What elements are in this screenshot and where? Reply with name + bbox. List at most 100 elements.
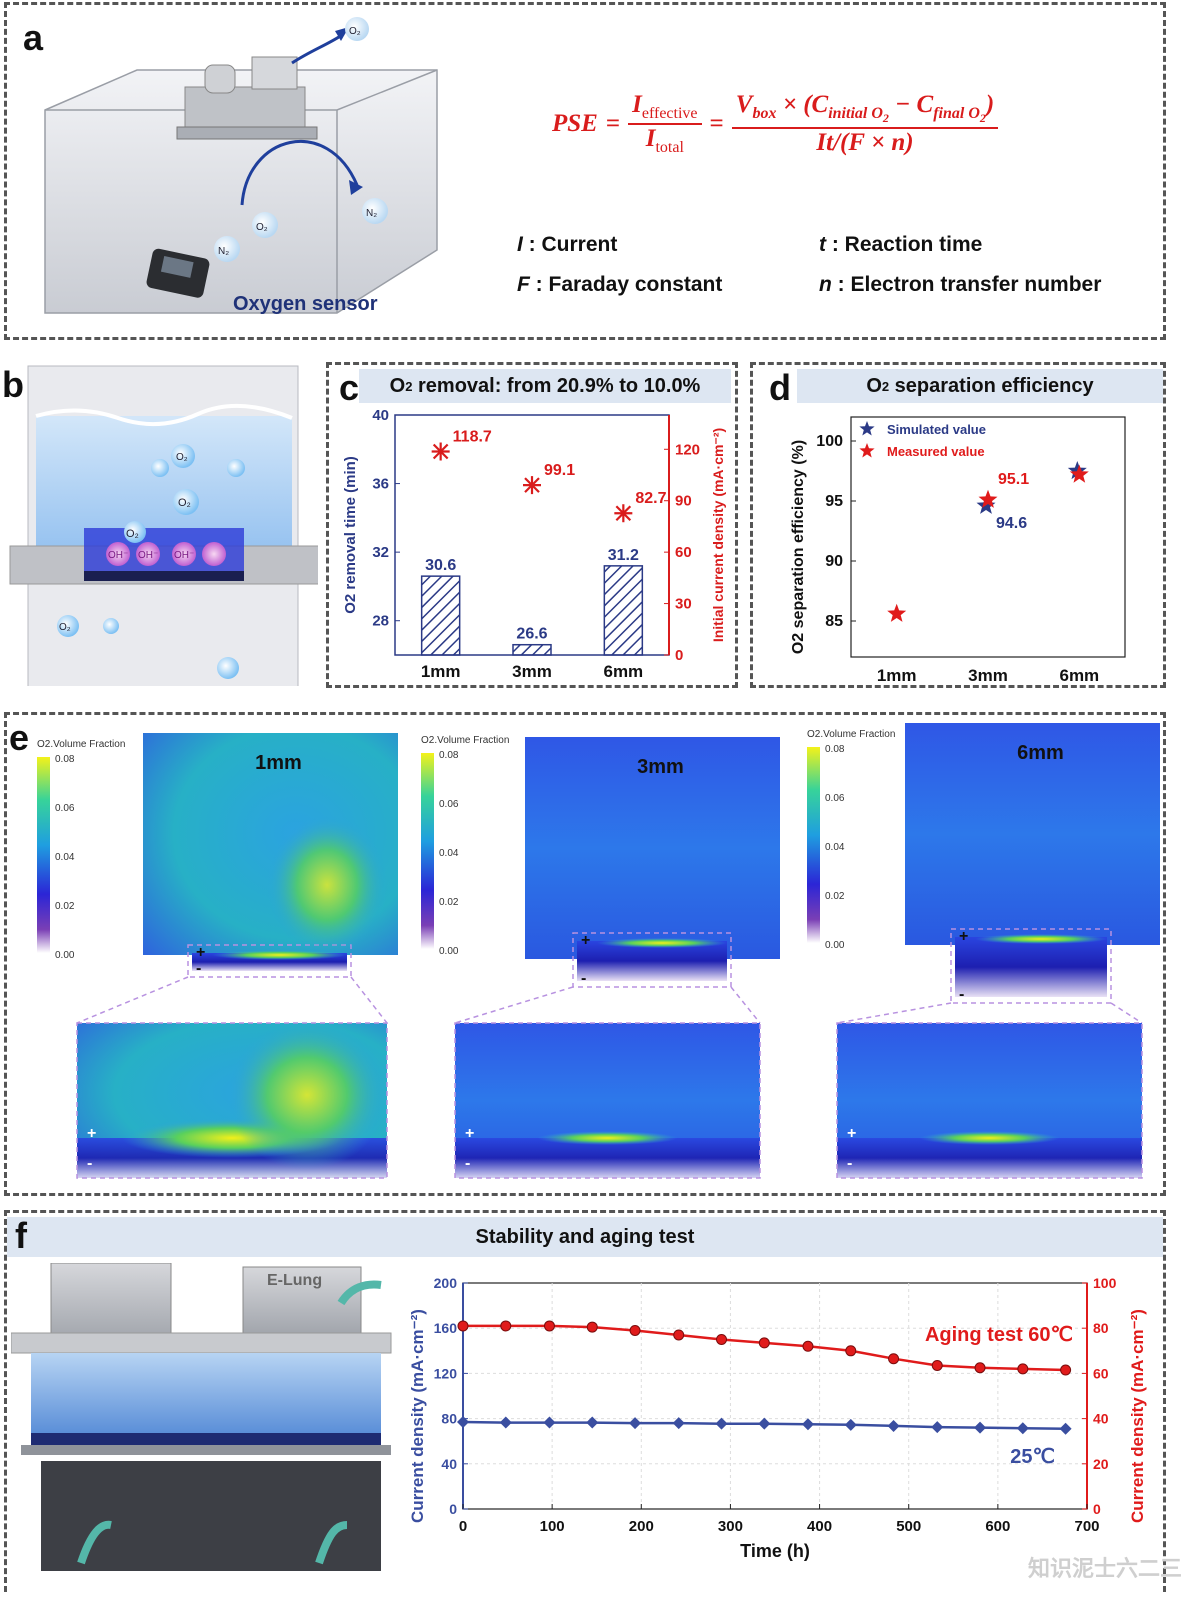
aging-60c-point — [758, 1337, 770, 1349]
x-tick-label: 200 — [629, 1518, 654, 1535]
y-tick-label: 36 — [372, 476, 389, 493]
zoom-minus: - — [87, 1155, 92, 1172]
y-tick-label: 28 — [372, 613, 389, 630]
electrode-plus: + — [959, 928, 968, 945]
room-25c-point — [543, 1416, 556, 1429]
aging-60c-point — [673, 1329, 685, 1341]
room-25c-point — [1016, 1422, 1029, 1435]
zoom-frame — [836, 1022, 1143, 1179]
zoom-plus: + — [87, 1125, 96, 1142]
colorbar-title: O2.Volume Fraction — [37, 739, 125, 750]
sim-channel — [955, 937, 1107, 997]
aging-60c-point — [500, 1320, 512, 1332]
x-tick-label: 3mm — [512, 662, 552, 681]
electrode-plus: + — [581, 932, 590, 949]
panel-a-label: a — [23, 17, 44, 58]
room-25c-point — [887, 1419, 900, 1432]
o2-plume-small — [975, 934, 1107, 944]
b-oh-label-1: OH⁻ — [108, 550, 128, 561]
zoom-connector — [730, 986, 761, 1024]
room-25c-point — [586, 1416, 599, 1429]
y-tick-label: 80 — [441, 1411, 457, 1427]
current-marker — [614, 504, 633, 523]
cell-illustration: O₂ O₂ O₂ OH⁻ OH⁻ OH⁻ O₂ — [9, 365, 318, 686]
room-25c-point — [844, 1418, 857, 1431]
y2-tick-label: 100 — [1093, 1275, 1117, 1291]
colorbar-tick: 0.06 — [55, 803, 75, 814]
x-tick-label: 0 — [459, 1518, 467, 1535]
chart-c-svg: 28 32 36 40 0 30 60 90 120 1mm 30.6 118.7 3mm 26.6 99.… — [342, 407, 726, 681]
legend-label: Simulated value — [887, 422, 986, 437]
fraction-1: Ieffective Itotal — [628, 91, 702, 157]
colorbar-tick: 0.02 — [439, 897, 459, 908]
aging-60c-point — [974, 1362, 986, 1374]
room-25c-point — [1059, 1422, 1072, 1435]
bubble-o2: O₂ — [256, 222, 268, 233]
colorbar-tick: 0.08 — [439, 750, 459, 761]
panel-b: b O₂ O₂ O₂ O — [0, 352, 320, 687]
room-25c-point — [457, 1415, 469, 1428]
x-tick-label: 1mm — [421, 662, 461, 681]
y2-tick-label: 90 — [675, 493, 692, 510]
b-o2-label-2: O₂ — [178, 497, 191, 509]
panel-f-label: f — [15, 1215, 27, 1256]
b-o2-label-1: O₂ — [176, 452, 188, 463]
bubble-o2-top: O₂ — [349, 26, 361, 37]
colorbar-tick: 0.08 — [825, 744, 845, 755]
zoom-box — [187, 944, 352, 978]
colorbar-tick: 0.00 — [825, 940, 845, 951]
y-tick-label: 120 — [434, 1365, 458, 1381]
measured-marker — [1069, 464, 1089, 483]
y-tick-label: 100 — [816, 433, 843, 450]
zoom-connector — [350, 976, 388, 1024]
colorbar — [807, 747, 820, 943]
room-25c-point — [801, 1418, 814, 1431]
oxygen-box-illustration: O₂ O₂ N₂ N₂ — [44, 17, 438, 314]
current-marker — [431, 442, 450, 461]
x-tick-label: 500 — [896, 1518, 921, 1535]
current-data-label: 82.7 — [635, 490, 666, 507]
measured-marker — [978, 489, 998, 508]
sim-domain — [525, 737, 780, 959]
x-tick-label: 6mm — [1059, 666, 1099, 685]
e-lung-device-illustration: E-Lung — [11, 1263, 392, 1571]
x-axis-title: Time (h) — [740, 1541, 810, 1561]
o2-plume-1mm-zoom — [227, 1020, 387, 1170]
room-25c-point — [715, 1417, 728, 1430]
b-oh-label-2: OH⁻ — [138, 550, 158, 561]
aging-60c-point — [586, 1321, 598, 1333]
panel-a: a O₂ O₂ N₂ N₂ Ox — [4, 2, 1166, 340]
x-tick-label: 3mm — [968, 666, 1008, 685]
bar-data-label: 30.6 — [425, 557, 456, 574]
colorbar-tick: 0.04 — [825, 842, 845, 853]
room-25c-point — [499, 1416, 512, 1429]
bar — [603, 565, 644, 656]
y-tick-label: 85 — [825, 613, 843, 630]
electrode-minus: - — [581, 970, 586, 987]
y-tick-label: 90 — [825, 553, 843, 570]
y-axis-title: O2 removal time (min) — [342, 456, 359, 614]
legend-marker — [859, 421, 875, 436]
b-o2-label-3: O₂ — [126, 528, 139, 540]
simulated-marker — [1067, 461, 1087, 480]
aging-60c-point — [716, 1334, 728, 1345]
room-25c-point — [629, 1417, 642, 1430]
x-tick-label: 600 — [985, 1518, 1010, 1535]
aging-60c-label: Aging test 60℃ — [925, 1324, 1073, 1346]
legend-marker — [859, 443, 875, 458]
marker-stroke — [615, 505, 632, 522]
aging-60c-point — [1017, 1363, 1029, 1375]
y-tick-label: 40 — [441, 1456, 457, 1472]
o2-plume-small — [597, 938, 727, 948]
colorbar-tick: 0.02 — [825, 891, 845, 902]
y-tick-label: 40 — [372, 407, 389, 424]
fraction-2: Vbox × (Cinitial O2 − Cfinal O2) It/(F ×… — [731, 91, 999, 156]
zoom-minus: - — [847, 1155, 852, 1172]
room-25c-point — [931, 1421, 944, 1434]
chart-f-svg: 0 100 200 300 400 500 600 700040801201602000204… — [408, 1275, 1147, 1561]
y-tick-label: 32 — [372, 544, 389, 561]
bar — [512, 643, 552, 656]
